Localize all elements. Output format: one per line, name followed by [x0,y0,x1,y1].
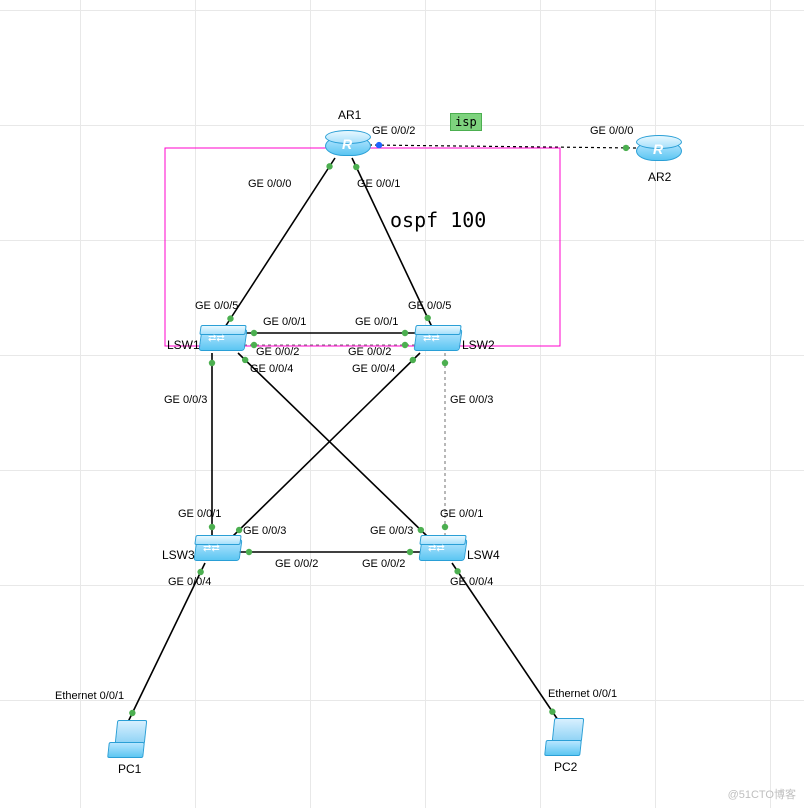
port-label: GE 0/0/3 [450,394,493,406]
device-label-pc1: PC1 [118,762,141,776]
router-ar2[interactable]: R [636,135,680,165]
port-dot [442,360,448,366]
port-dot [407,549,413,555]
device-label-lsw2: LSW2 [462,338,495,352]
port-label: GE 0/0/4 [450,576,493,588]
port-label: GE 0/0/1 [357,178,400,190]
port-label: GE 0/0/3 [164,394,207,406]
port-label: Ethernet 0/0/1 [55,690,124,702]
device-label-lsw4: LSW4 [467,548,500,562]
port-dot [251,330,257,336]
port-dot [418,527,424,533]
port-dot [209,524,215,530]
port-label: GE 0/0/3 [370,525,413,537]
device-label-ar2: AR2 [648,170,671,184]
link [238,353,428,537]
port-label: Ethernet 0/0/1 [548,688,617,700]
port-dot [246,549,252,555]
port-dot [242,357,248,363]
device-label-lsw1: LSW1 [167,338,200,352]
port-label: GE 0/0/4 [250,363,293,375]
watermark: @51CTO博客 [728,786,796,802]
port-label: GE 0/0/2 [275,558,318,570]
port-dot [410,357,416,363]
isp-badge: isp [450,113,482,131]
link [232,353,420,537]
port-label: GE 0/0/3 [243,525,286,537]
port-label: GE 0/0/2 [362,558,405,570]
switch-lsw1[interactable]: ⇄⇄ [200,325,244,353]
port-dot [376,142,382,148]
port-label: GE 0/0/1 [263,316,306,328]
port-label: GE 0/0/0 [590,125,633,137]
port-label: GE 0/0/4 [168,576,211,588]
port-dot [326,163,332,169]
port-label: GE 0/0/5 [195,300,238,312]
port-dot [197,569,203,575]
port-dot [209,360,215,366]
switch-lsw2[interactable]: ⇄⇄ [415,325,459,353]
ospf-region-label: ospf 100 [390,208,486,232]
device-label-lsw3: LSW3 [162,548,195,562]
port-dot [549,709,555,715]
port-label: GE 0/0/1 [355,316,398,328]
router-ar1[interactable]: R [325,130,369,160]
port-dot [623,145,629,151]
port-dot [353,164,359,170]
port-dot [454,568,460,574]
pc-pc2[interactable] [545,718,585,758]
port-dot [129,710,135,716]
port-label: GE 0/0/0 [248,178,291,190]
port-dot [442,524,448,530]
topology-svg [0,0,804,808]
switch-lsw3[interactable]: ⇄⇄ [195,535,239,563]
port-label: GE 0/0/4 [352,363,395,375]
port-label: GE 0/0/5 [408,300,451,312]
port-dot [402,330,408,336]
switch-lsw4[interactable]: ⇄⇄ [420,535,464,563]
port-dot [227,315,233,321]
port-label: GE 0/0/1 [178,508,221,520]
port-dot [402,342,408,348]
device-label-pc2: PC2 [554,760,577,774]
device-label-ar1: AR1 [338,108,361,122]
port-label: GE 0/0/2 [372,125,415,137]
port-dot [425,315,431,321]
port-dot [236,527,242,533]
port-label: GE 0/0/1 [440,508,483,520]
port-label: GE 0/0/2 [256,346,299,358]
pc-pc1[interactable] [108,720,148,760]
port-label: GE 0/0/2 [348,346,391,358]
